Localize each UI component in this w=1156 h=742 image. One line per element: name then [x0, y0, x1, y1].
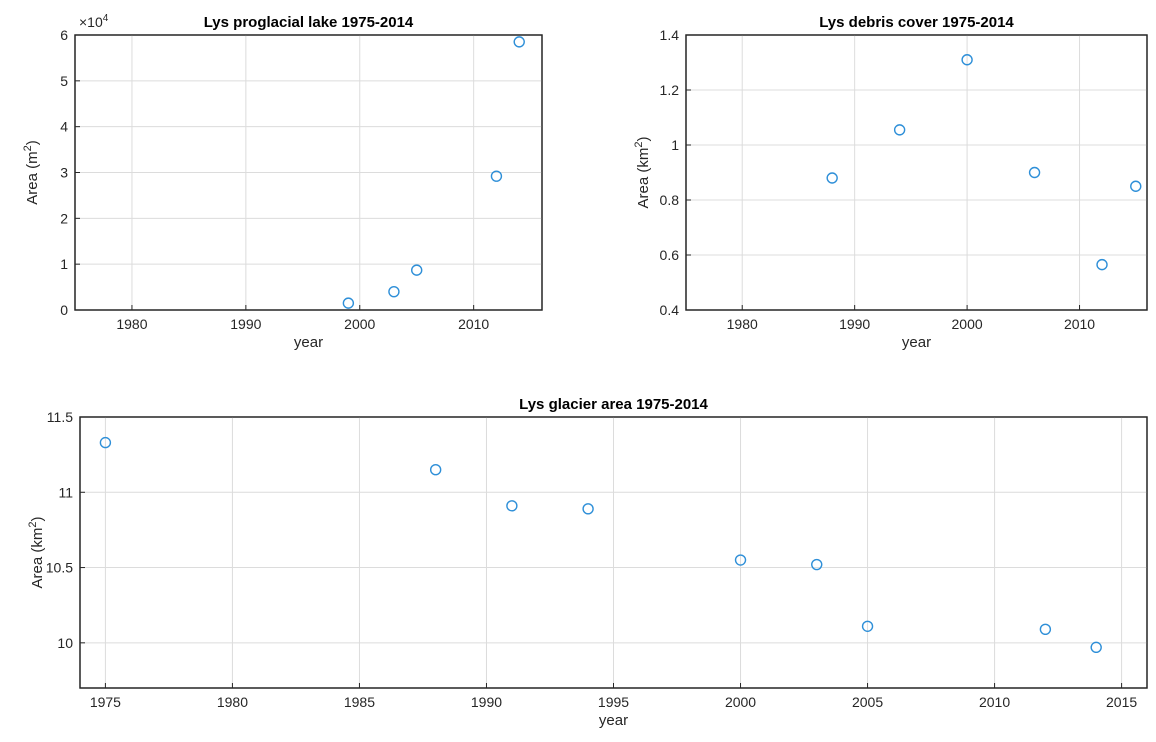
x-tick-label: 2010	[979, 694, 1010, 710]
y-tick-label: 1	[60, 256, 68, 272]
y-tick-label: 10.5	[46, 560, 73, 576]
data-point	[342, 297, 355, 309]
y-axis-label: Area (m2)	[22, 140, 41, 204]
data-point	[1090, 641, 1102, 654]
x-tick-label: 1990	[471, 694, 502, 710]
x-tick-label: 2010	[1064, 316, 1095, 332]
y-axis-label: Area (km2)	[633, 137, 652, 209]
plot-frame	[74, 34, 543, 311]
chart-2: 1980 1990 2000 2010 0.4 0.6 0.8 1 1.2 1.4 Lys debr…	[633, 14, 1148, 351]
x-tick-label: 1980	[116, 316, 147, 332]
data-point	[388, 285, 400, 298]
chart-1: 1980 1990 2000 2010 0 1 2 3 4 5 6 ×104 Lys proglacia…	[22, 13, 543, 351]
y-tick-label: 11.5	[47, 409, 73, 425]
data-point	[582, 503, 594, 515]
y-tick-label: 5	[60, 73, 68, 89]
y-tick-label: 6	[60, 27, 68, 43]
y-tick-label: 0.6	[660, 247, 680, 263]
chart-3: 1975 1980 1985 1990 1995 2000 2005 2010 2015 10 10…	[27, 396, 1148, 729]
x-tick-label: 2000	[344, 316, 375, 332]
x-axis-label: year	[599, 712, 628, 729]
y-tick-label: 11	[58, 484, 73, 500]
data-point	[99, 436, 112, 449]
data-point	[861, 620, 874, 632]
data-point	[506, 500, 518, 512]
y-tick-label: 1.2	[660, 82, 680, 98]
data-point	[513, 36, 525, 48]
x-tick-label: 1990	[230, 316, 261, 332]
data-point	[490, 170, 503, 182]
x-tick-label: 1995	[598, 694, 629, 710]
y-tick-label: 2	[60, 210, 68, 226]
x-tick-label: 1990	[839, 316, 870, 332]
data-point	[1130, 180, 1142, 192]
chart-title: Lys proglacial lake 1975-2014	[204, 14, 414, 31]
chart-title: Lys debris cover 1975-2014	[819, 14, 1014, 31]
y-exponent-label: ×104	[79, 13, 109, 30]
data-point	[1028, 166, 1041, 179]
y-tick-label: 1.4	[660, 27, 680, 43]
data-point	[811, 558, 823, 571]
x-axis-label: year	[902, 334, 931, 351]
y-tick-label: 10	[57, 635, 73, 651]
data-point	[734, 554, 747, 566]
y-axis-label: Area (km2)	[27, 517, 46, 589]
plot-frame	[685, 34, 1148, 311]
x-tick-label: 1980	[217, 694, 248, 710]
x-tick-label: 1980	[727, 316, 758, 332]
data-point	[961, 54, 973, 66]
x-tick-label: 2000	[725, 694, 756, 710]
data-point	[1096, 258, 1108, 271]
data-point	[826, 172, 838, 184]
data-point	[1039, 623, 1052, 635]
y-tick-label: 0	[60, 302, 68, 318]
chart-title: Lys glacier area 1975-2014	[519, 396, 708, 413]
x-tick-label: 2015	[1106, 694, 1137, 710]
x-axis-label: year	[294, 334, 323, 351]
x-tick-label: 2000	[952, 316, 983, 332]
x-tick-label: 2010	[458, 316, 489, 332]
y-tick-label: 0.4	[660, 302, 680, 318]
y-tick-label: 3	[60, 165, 68, 181]
y-tick-label: 1	[671, 137, 679, 153]
y-tick-label: 0.8	[660, 192, 680, 208]
data-point	[411, 264, 423, 276]
plot-frame	[79, 416, 1148, 689]
x-tick-label: 1985	[344, 694, 375, 710]
data-point	[429, 463, 442, 476]
x-tick-label: 1975	[90, 694, 121, 710]
y-tick-label: 4	[60, 119, 68, 135]
data-point	[893, 124, 906, 136]
x-tick-label: 2005	[852, 694, 883, 710]
plot-area	[685, 34, 1148, 311]
